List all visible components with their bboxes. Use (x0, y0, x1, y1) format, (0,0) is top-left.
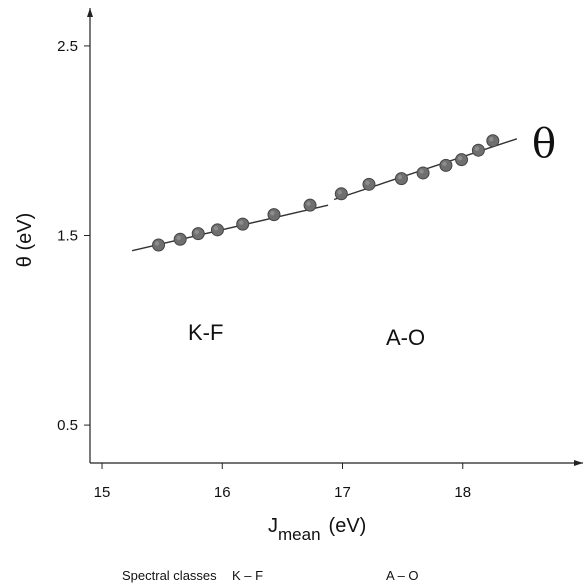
data-point-highlight (365, 180, 370, 186)
data-point-highlight (337, 190, 343, 195)
x-tick-label: 17 (334, 484, 351, 501)
data-point-highlight (154, 241, 160, 246)
data-point-highlight (306, 201, 311, 206)
region-label-ao: A-O (386, 325, 425, 350)
y-axis-arrow (87, 8, 93, 17)
y-tick-label: 0.5 (57, 417, 78, 434)
caption: Spectral classes K – F A – O (0, 566, 584, 588)
data-point-highlight (419, 169, 424, 174)
caption-ao: A – O (386, 568, 419, 583)
x-axis-label-main: J (268, 515, 278, 537)
data-point-highlight (270, 210, 275, 216)
x-tick-label: 16 (214, 484, 231, 501)
x-axis-label: Jmean (eV) (268, 515, 366, 544)
region-label-kf: K-F (188, 320, 223, 345)
x-axis-label-subscript: mean (278, 525, 321, 544)
data-point-highlight (457, 155, 463, 161)
x-tick-label: 18 (454, 484, 471, 501)
x-axis-arrow (574, 460, 583, 466)
data-point-highlight (239, 220, 244, 225)
y-axis-label: θ (eV) (14, 213, 36, 267)
data-point-highlight (176, 235, 181, 240)
data-point-highlight (397, 174, 403, 180)
y-tick-label: 1.5 (57, 228, 78, 245)
x-tick-label: 15 (94, 484, 111, 501)
ticks: 15 16 17 18 0.5 1.5 2.5 (57, 38, 471, 501)
data-point-highlight (474, 146, 480, 151)
data-point-highlight (194, 229, 199, 235)
axes (87, 8, 583, 466)
caption-label: Spectral classes (122, 568, 217, 583)
data-point-highlight (442, 161, 447, 167)
caption-kf: K – F (232, 568, 264, 583)
theta-annotation: θ (532, 121, 556, 167)
x-axis-label-unit: (eV) (329, 515, 367, 537)
y-tick-label: 2.5 (57, 38, 78, 55)
data-point-highlight (489, 137, 494, 142)
data-points (152, 134, 500, 252)
data-point-highlight (213, 226, 219, 231)
